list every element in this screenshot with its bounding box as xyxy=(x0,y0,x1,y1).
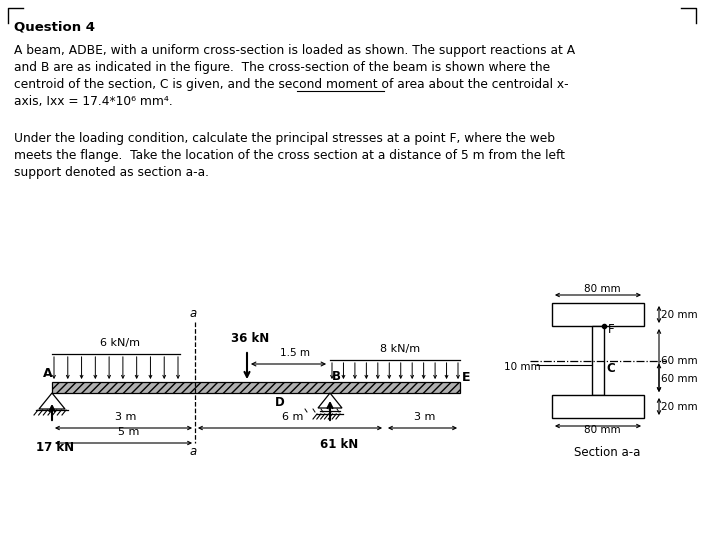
Text: 20 mm: 20 mm xyxy=(661,402,698,412)
Text: 80 mm: 80 mm xyxy=(584,284,621,294)
Text: meets the flange.  Take the location of the cross section at a distance of 5 m f: meets the flange. Take the location of t… xyxy=(14,149,565,162)
Text: axis, Ixx = 17.4*10⁶ mm⁴.: axis, Ixx = 17.4*10⁶ mm⁴. xyxy=(14,95,172,108)
Text: 8 kN/m: 8 kN/m xyxy=(380,344,420,354)
Text: 6 kN/m: 6 kN/m xyxy=(100,338,140,348)
Text: A beam, ADBE, with a uniform cross-section is loaded as shown. The support react: A beam, ADBE, with a uniform cross-secti… xyxy=(14,44,575,57)
Text: 6 m: 6 m xyxy=(282,412,303,422)
Text: 60 mm: 60 mm xyxy=(661,374,698,384)
Text: Under the loading condition, calculate the principal stresses at a point F, wher: Under the loading condition, calculate t… xyxy=(14,132,555,145)
Text: Section a-a: Section a-a xyxy=(574,446,641,459)
Text: centroid of the section, C is given, and the second moment of area about the cen: centroid of the section, C is given, and… xyxy=(14,78,569,91)
Text: 17 kN: 17 kN xyxy=(36,441,74,454)
Text: 60 mm: 60 mm xyxy=(661,356,698,367)
Text: 36 kN: 36 kN xyxy=(231,332,269,345)
Text: B: B xyxy=(332,370,341,383)
Text: E: E xyxy=(462,371,470,384)
Text: and B are as indicated in the figure.  The cross-section of the beam is shown wh: and B are as indicated in the figure. Th… xyxy=(14,61,550,74)
Text: 20 mm: 20 mm xyxy=(661,311,698,321)
Text: 80 mm: 80 mm xyxy=(584,425,621,435)
Text: 61 kN: 61 kN xyxy=(320,438,358,451)
Text: support denoted as section a-a.: support denoted as section a-a. xyxy=(14,166,209,179)
Text: 10 mm: 10 mm xyxy=(504,361,541,372)
Text: a: a xyxy=(190,445,197,458)
Text: 3 m: 3 m xyxy=(115,412,137,422)
Text: a: a xyxy=(190,307,197,320)
Text: A: A xyxy=(43,367,53,380)
Text: 3 m: 3 m xyxy=(414,412,435,422)
Text: D: D xyxy=(275,396,284,409)
Bar xyxy=(52,382,460,393)
Text: Question 4: Question 4 xyxy=(14,20,95,33)
Text: F: F xyxy=(608,323,615,336)
Bar xyxy=(592,326,604,395)
Bar xyxy=(552,395,644,418)
Text: C: C xyxy=(607,362,615,376)
Text: 5 m: 5 m xyxy=(118,427,139,437)
Bar xyxy=(552,303,644,326)
Text: 1.5 m: 1.5 m xyxy=(280,348,310,358)
